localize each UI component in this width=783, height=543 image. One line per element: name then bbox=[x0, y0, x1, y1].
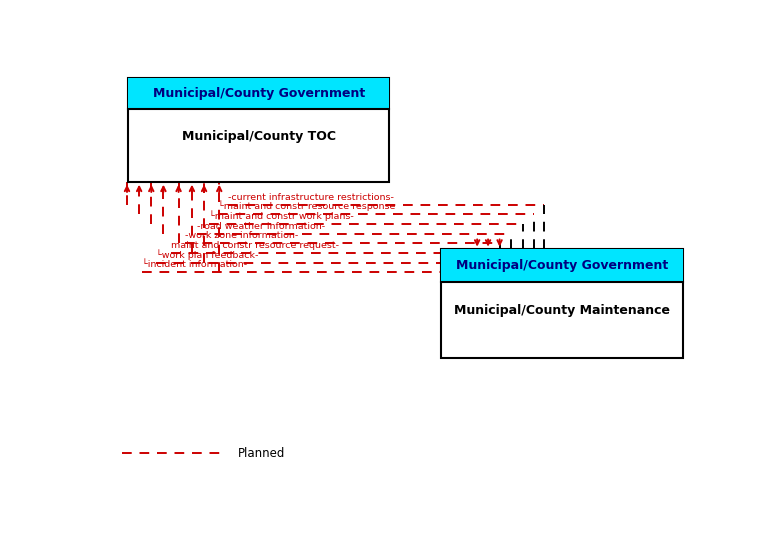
Bar bbox=[128, 78, 389, 182]
Bar bbox=[441, 249, 684, 282]
Bar bbox=[441, 249, 684, 358]
Text: Planned: Planned bbox=[237, 447, 285, 460]
Text: └work plan feedback-: └work plan feedback- bbox=[156, 249, 258, 260]
Text: -road weather information-: -road weather information- bbox=[197, 222, 325, 231]
Text: maint and constr resource request-: maint and constr resource request- bbox=[171, 241, 339, 250]
Text: Municipal/County Government: Municipal/County Government bbox=[153, 87, 365, 100]
Text: -current infrastructure restrictions-: -current infrastructure restrictions- bbox=[229, 193, 394, 202]
Text: Municipal/County TOC: Municipal/County TOC bbox=[182, 130, 336, 143]
Text: └maint and constr resource response: └maint and constr resource response bbox=[218, 201, 399, 212]
Text: └maint and constr work plans-: └maint and constr work plans- bbox=[209, 210, 354, 221]
Text: └incident information-: └incident information- bbox=[143, 260, 247, 269]
Text: Municipal/County Government: Municipal/County Government bbox=[456, 259, 668, 272]
Text: -work zone information-: -work zone information- bbox=[185, 231, 298, 241]
Text: Municipal/County Maintenance: Municipal/County Maintenance bbox=[454, 304, 670, 317]
Bar bbox=[128, 78, 389, 109]
